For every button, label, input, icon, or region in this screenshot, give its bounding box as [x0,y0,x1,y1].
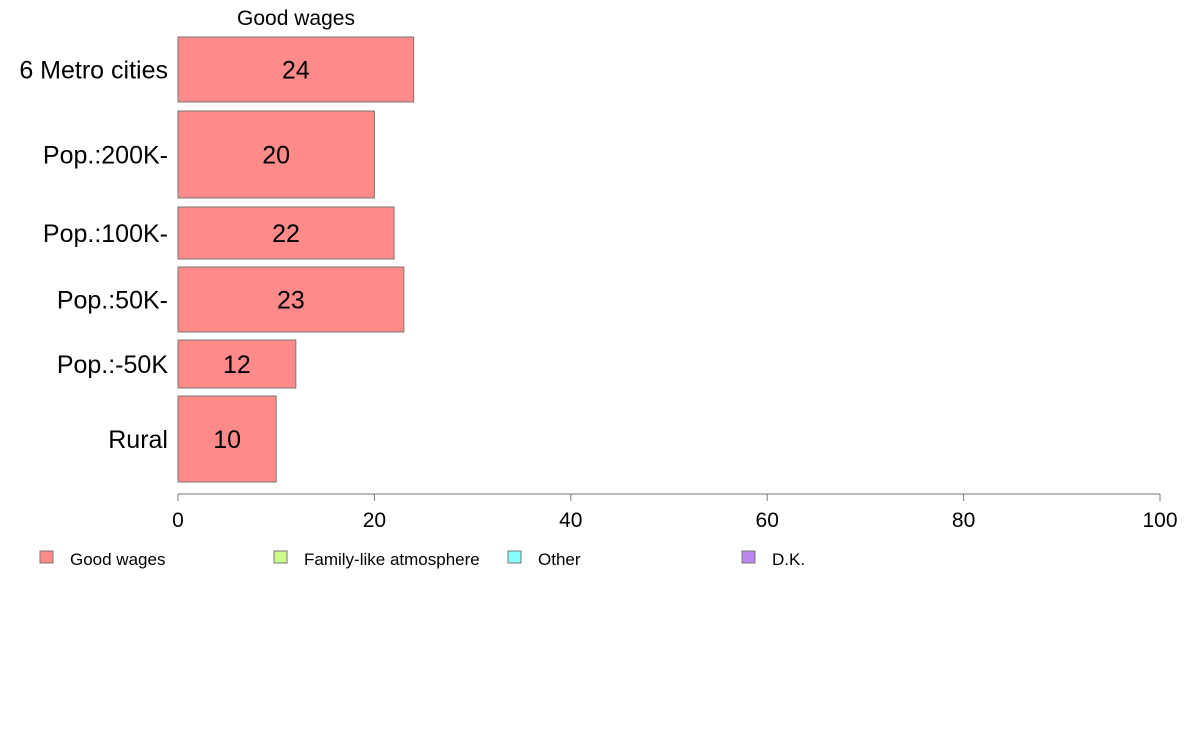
bar-value-label: 22 [272,220,300,248]
legend-swatch [741,550,756,564]
legend-swatch [39,550,54,564]
bar-value-label: 23 [277,287,305,315]
x-tick-label: 100 [1142,509,1177,532]
category-label: Rural [108,426,168,454]
x-axis: 0 20 40 60 80 100 [172,493,1178,532]
bar-value-label: 12 [223,351,251,379]
value-labels: 24 20 22 23 12 10 [213,57,310,455]
x-tick-label: 20 [363,509,386,532]
legend-swatch [273,550,288,564]
legend-swatch [507,550,522,564]
x-tick-label: 40 [559,509,582,532]
category-label: Pop.:200K- [43,142,168,170]
category-label: Pop.:100K- [43,220,168,248]
bar [177,36,415,103]
category-label: Pop.:50K- [57,287,168,315]
legend-label: Family-like atmosphere [304,550,480,569]
bar-value-label: 24 [282,57,310,85]
legend: Good wages Family-like atmosphere Other D.K… [39,550,805,569]
category-label: Pop.:-50K [57,351,169,379]
bar [177,110,375,199]
chart-title: Good wages [237,7,355,30]
category-labels: 6 Metro cities Pop.:200K- Pop.:100K- Pop.:5… [19,57,168,455]
bar-value-label: 10 [213,426,241,454]
x-tick-label: 80 [952,509,975,532]
category-label: 6 Metro cities [19,57,168,85]
legend-label: D.K. [772,550,805,569]
bar [177,266,405,333]
bar [177,339,297,389]
x-tick-label: 60 [756,509,779,532]
bar [177,206,395,260]
bar-value-label: 20 [262,142,290,170]
legend-label: Other [538,550,581,569]
bars-group [177,36,415,483]
bar [177,395,277,483]
legend-label: Good wages [70,550,165,569]
x-tick-label: 0 [172,509,184,532]
